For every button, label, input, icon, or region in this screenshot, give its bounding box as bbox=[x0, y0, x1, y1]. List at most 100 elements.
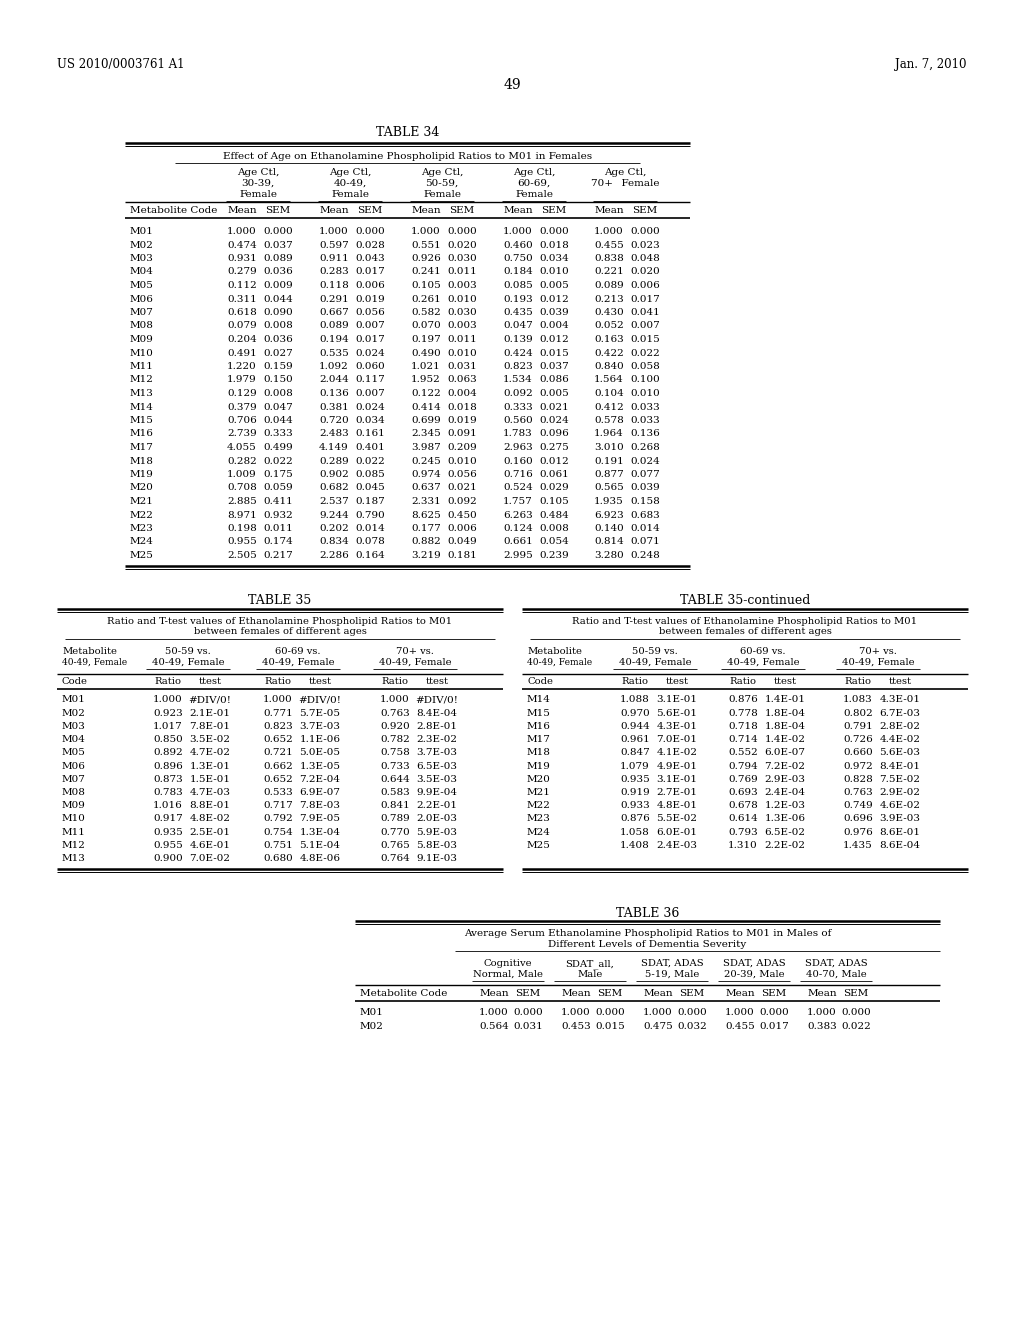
Text: 0.381: 0.381 bbox=[319, 403, 349, 412]
Text: 2.537: 2.537 bbox=[319, 498, 349, 506]
Text: Jan. 7, 2010: Jan. 7, 2010 bbox=[896, 58, 967, 71]
Text: 0.033: 0.033 bbox=[630, 416, 659, 425]
Text: 0.838: 0.838 bbox=[594, 253, 624, 263]
Text: M01: M01 bbox=[62, 696, 86, 705]
Text: Female: Female bbox=[515, 190, 553, 199]
Text: 1.000: 1.000 bbox=[503, 227, 532, 236]
Text: 0.030: 0.030 bbox=[447, 253, 477, 263]
Text: Ratio: Ratio bbox=[382, 676, 409, 685]
Text: M03: M03 bbox=[62, 722, 86, 731]
Text: 0.096: 0.096 bbox=[539, 429, 569, 438]
Text: TABLE 34: TABLE 34 bbox=[376, 125, 439, 139]
Text: 0.565: 0.565 bbox=[594, 483, 624, 492]
Text: 0.024: 0.024 bbox=[539, 416, 569, 425]
Text: 0.000: 0.000 bbox=[677, 1008, 707, 1018]
Text: 0.022: 0.022 bbox=[630, 348, 659, 358]
Text: SEM: SEM bbox=[265, 206, 291, 215]
Text: 0.213: 0.213 bbox=[594, 294, 624, 304]
Text: 7.5E-02: 7.5E-02 bbox=[880, 775, 921, 784]
Text: 0.828: 0.828 bbox=[843, 775, 872, 784]
Text: M22: M22 bbox=[130, 511, 154, 520]
Text: 0.014: 0.014 bbox=[355, 524, 385, 533]
Text: 3.1E-01: 3.1E-01 bbox=[656, 696, 697, 705]
Text: 7.2E-04: 7.2E-04 bbox=[299, 775, 341, 784]
Text: TABLE 35: TABLE 35 bbox=[249, 594, 311, 607]
Text: 0.268: 0.268 bbox=[630, 444, 659, 451]
Text: 49: 49 bbox=[503, 78, 521, 92]
Text: 0.911: 0.911 bbox=[319, 253, 349, 263]
Text: 0.896: 0.896 bbox=[154, 762, 183, 771]
Text: 0.970: 0.970 bbox=[621, 709, 650, 718]
Text: 0.618: 0.618 bbox=[227, 308, 257, 317]
Text: 4.6E-02: 4.6E-02 bbox=[880, 801, 921, 810]
Text: 2.331: 2.331 bbox=[411, 498, 441, 506]
Text: 1.408: 1.408 bbox=[621, 841, 650, 850]
Text: 0.019: 0.019 bbox=[355, 294, 385, 304]
Text: M10: M10 bbox=[130, 348, 154, 358]
Text: 0.524: 0.524 bbox=[503, 483, 532, 492]
Text: 0.932: 0.932 bbox=[263, 511, 293, 520]
Text: 0.012: 0.012 bbox=[539, 335, 569, 345]
Text: 6.0E-07: 6.0E-07 bbox=[765, 748, 806, 758]
Text: 0.086: 0.086 bbox=[539, 375, 569, 384]
Text: 0.000: 0.000 bbox=[630, 227, 659, 236]
Text: 0.191: 0.191 bbox=[594, 457, 624, 466]
Text: Mean: Mean bbox=[725, 989, 755, 998]
Text: ttest: ttest bbox=[308, 676, 332, 685]
Text: 0.792: 0.792 bbox=[263, 814, 293, 824]
Text: 0.014: 0.014 bbox=[630, 524, 659, 533]
Text: 0.047: 0.047 bbox=[503, 322, 532, 330]
Text: 2.8E-02: 2.8E-02 bbox=[880, 722, 921, 731]
Text: 4.7E-02: 4.7E-02 bbox=[189, 748, 230, 758]
Text: 0.112: 0.112 bbox=[227, 281, 257, 290]
Text: 0.484: 0.484 bbox=[539, 511, 569, 520]
Text: 0.873: 0.873 bbox=[154, 775, 183, 784]
Text: 2.044: 2.044 bbox=[319, 375, 349, 384]
Text: 9.244: 9.244 bbox=[319, 511, 349, 520]
Text: 0.052: 0.052 bbox=[594, 322, 624, 330]
Text: M23: M23 bbox=[527, 814, 551, 824]
Text: 6.263: 6.263 bbox=[503, 511, 532, 520]
Text: 0.931: 0.931 bbox=[227, 253, 257, 263]
Text: M12: M12 bbox=[130, 375, 154, 384]
Text: 5.1E-04: 5.1E-04 bbox=[299, 841, 341, 850]
Text: 0.765: 0.765 bbox=[380, 841, 410, 850]
Text: M14: M14 bbox=[130, 403, 154, 412]
Text: 0.661: 0.661 bbox=[503, 537, 532, 546]
Text: 0.054: 0.054 bbox=[539, 537, 569, 546]
Text: 40-49, Female: 40-49, Female bbox=[152, 657, 224, 667]
Text: 1.310: 1.310 bbox=[728, 841, 758, 850]
Text: 0.011: 0.011 bbox=[447, 335, 477, 345]
Text: 4.8E-02: 4.8E-02 bbox=[189, 814, 230, 824]
Text: 6.923: 6.923 bbox=[594, 511, 624, 520]
Text: 0.163: 0.163 bbox=[594, 335, 624, 345]
Text: 0.770: 0.770 bbox=[380, 828, 410, 837]
Text: 2.5E-01: 2.5E-01 bbox=[189, 828, 230, 837]
Text: 0.090: 0.090 bbox=[263, 308, 293, 317]
Text: 0.140: 0.140 bbox=[594, 524, 624, 533]
Text: 1.000: 1.000 bbox=[380, 696, 410, 705]
Text: ttest: ttest bbox=[666, 676, 688, 685]
Text: 0.841: 0.841 bbox=[380, 801, 410, 810]
Text: 0.017: 0.017 bbox=[630, 294, 659, 304]
Text: 0.078: 0.078 bbox=[355, 537, 385, 546]
Text: 8.4E-01: 8.4E-01 bbox=[880, 762, 921, 771]
Text: 0.000: 0.000 bbox=[595, 1008, 625, 1018]
Text: 0.714: 0.714 bbox=[728, 735, 758, 744]
Text: Age Ctl,: Age Ctl, bbox=[329, 168, 371, 177]
Text: 0.944: 0.944 bbox=[621, 722, 650, 731]
Text: 1.009: 1.009 bbox=[227, 470, 257, 479]
Text: Mean: Mean bbox=[319, 206, 349, 215]
Text: M19: M19 bbox=[527, 762, 551, 771]
Text: 0.045: 0.045 bbox=[355, 483, 385, 492]
Text: 0.043: 0.043 bbox=[355, 253, 385, 263]
Text: Normal, Male: Normal, Male bbox=[473, 970, 543, 979]
Text: Female: Female bbox=[331, 190, 369, 199]
Text: 2.483: 2.483 bbox=[319, 429, 349, 438]
Text: Mean: Mean bbox=[643, 989, 673, 998]
Text: 6.5E-02: 6.5E-02 bbox=[765, 828, 806, 837]
Text: 1.021: 1.021 bbox=[411, 362, 441, 371]
Text: M24: M24 bbox=[527, 828, 551, 837]
Text: 2.885: 2.885 bbox=[227, 498, 257, 506]
Text: 0.039: 0.039 bbox=[539, 308, 569, 317]
